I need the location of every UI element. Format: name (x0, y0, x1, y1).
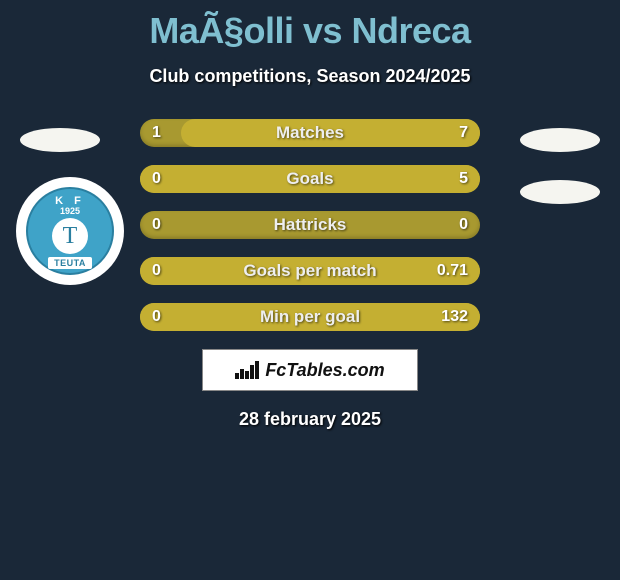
stat-right-value: 5 (459, 170, 468, 188)
stat-right-value: 132 (441, 308, 468, 326)
stat-right-value: 0 (459, 216, 468, 234)
snapshot-date: 28 february 2025 (0, 409, 620, 430)
stat-bar: 0 Goals per match 0.71 (140, 257, 480, 285)
fctables-text: FcTables.com (265, 360, 384, 381)
club-right-badge (520, 180, 600, 204)
stat-label: Min per goal (260, 307, 360, 327)
stat-right-value: 7 (459, 124, 468, 142)
badge-center-letter: T (52, 218, 88, 254)
stat-left-value: 0 (152, 262, 161, 280)
comparison-title: MaÃ§olli vs Ndreca (0, 0, 620, 52)
bar-chart-icon (235, 361, 259, 379)
badge-year: 1925 (60, 206, 80, 216)
stat-left-value: 0 (152, 170, 161, 188)
teuta-badge-icon: K F 1925 T TEUTA (26, 187, 114, 275)
comparison-content: K F 1925 T TEUTA 1 Matches 7 0 Goals 5 0 Hattri… (0, 119, 620, 430)
club-left-badge: K F 1925 T TEUTA (16, 177, 124, 285)
stat-left-value: 0 (152, 216, 161, 234)
stat-bar: 0 Hattricks 0 (140, 211, 480, 239)
stat-right-value: 0.71 (437, 262, 468, 280)
stat-label: Goals (286, 169, 333, 189)
fctables-logo: FcTables.com (202, 349, 418, 391)
stat-bar: 1 Matches 7 (140, 119, 480, 147)
player-left-avatar (20, 128, 100, 152)
player-right-avatar (520, 128, 600, 152)
stat-label: Matches (276, 123, 344, 143)
comparison-subtitle: Club competitions, Season 2024/2025 (0, 66, 620, 87)
stat-bars: 1 Matches 7 0 Goals 5 0 Hattricks 0 0 Goals per ma… (140, 119, 480, 331)
stat-left-value: 1 (152, 124, 161, 142)
stat-label: Goals per match (243, 261, 376, 281)
stat-bar: 0 Goals 5 (140, 165, 480, 193)
stat-label: Hattricks (274, 215, 347, 235)
badge-club-name: TEUTA (48, 257, 92, 269)
stat-bar: 0 Min per goal 132 (140, 303, 480, 331)
stat-left-value: 0 (152, 308, 161, 326)
